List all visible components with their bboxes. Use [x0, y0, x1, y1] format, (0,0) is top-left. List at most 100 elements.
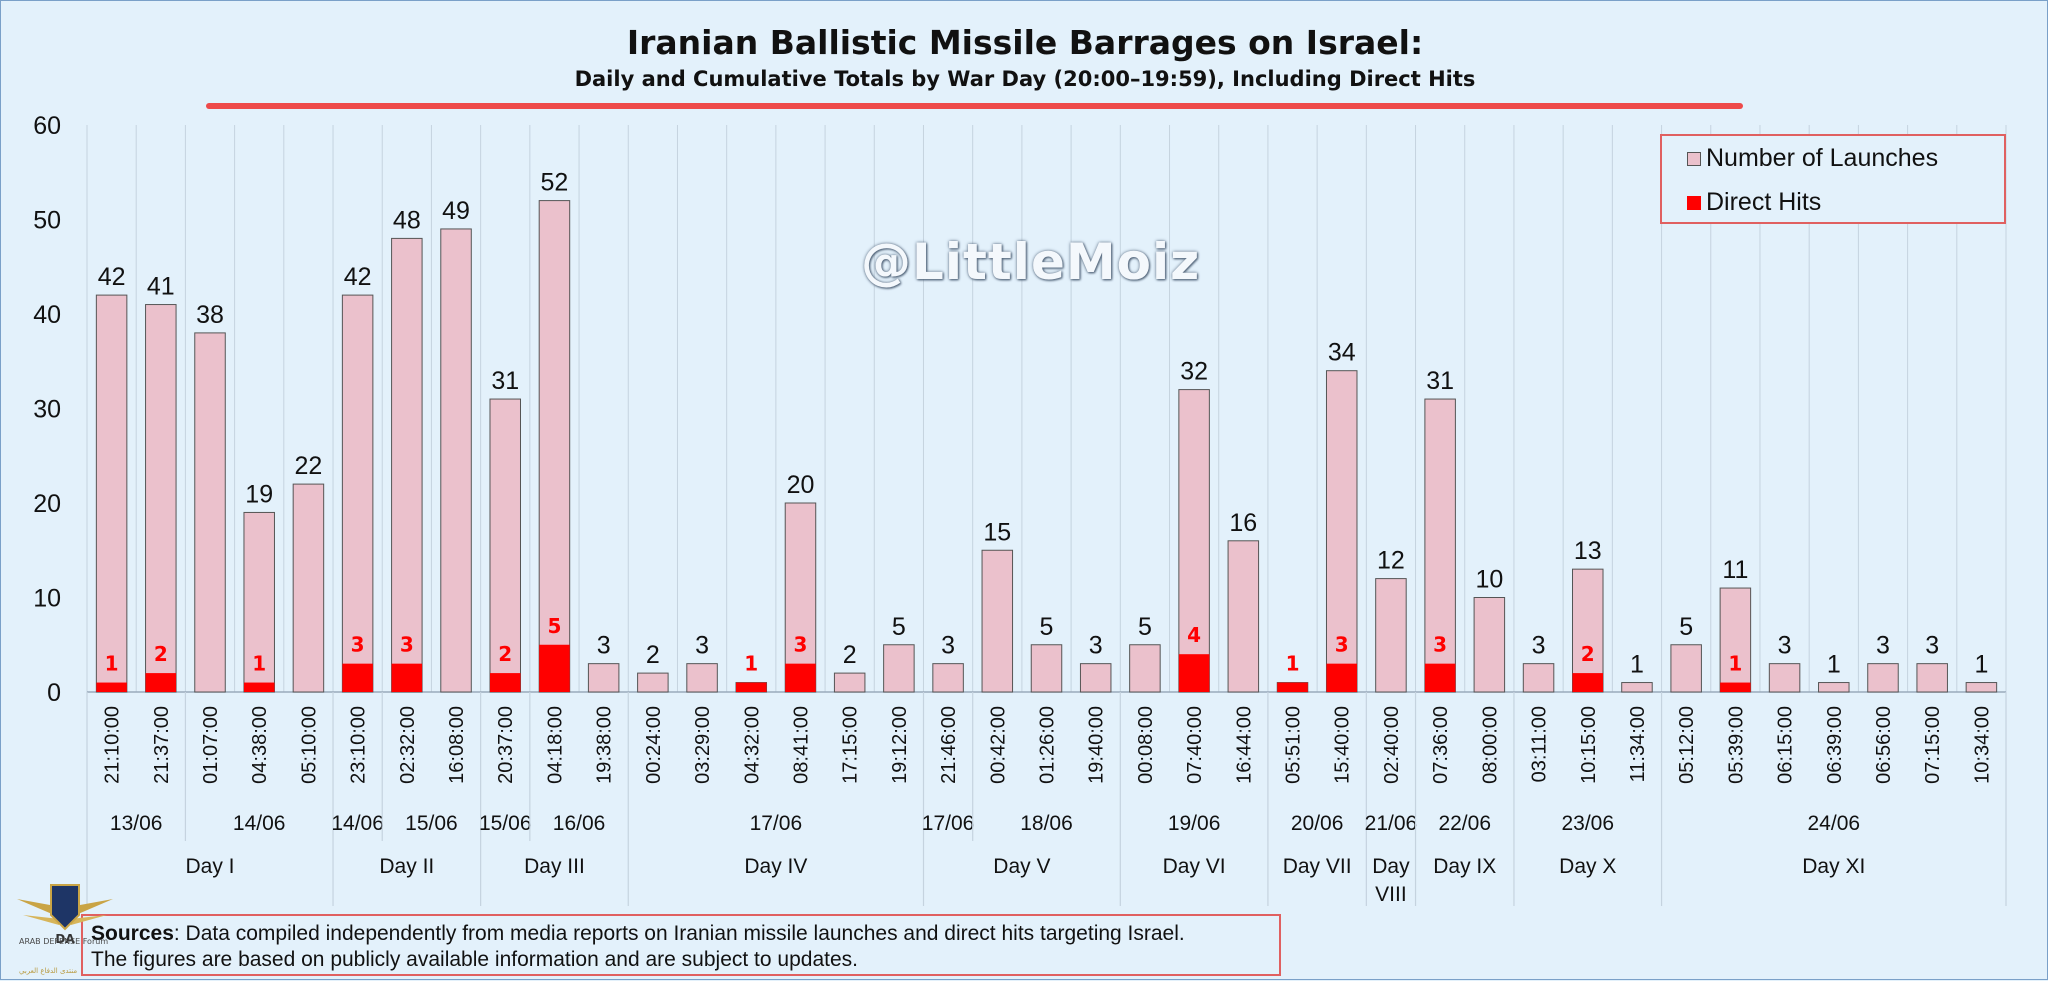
launch-value-label: 11 — [1722, 556, 1748, 584]
hit-bar — [145, 673, 177, 692]
x-tick-label: 05:51:00 — [1283, 706, 1305, 784]
date-label: 14/06 — [331, 812, 384, 835]
date-label: 22/06 — [1438, 812, 1491, 835]
logo-subtext: منتدى الدفاع العربي — [19, 967, 78, 975]
x-tick-label: 03:29:00 — [692, 706, 714, 784]
legend-item-launches: Number of Launches — [1687, 144, 1938, 173]
launch-value-label: 3 — [1876, 632, 1890, 660]
launch-value-label: 41 — [147, 273, 175, 301]
launch-bar — [489, 398, 521, 693]
x-tick-label: 17:15:00 — [840, 706, 862, 784]
launch-bar — [932, 663, 964, 693]
hit-bar — [539, 644, 570, 692]
y-tick-label: 0 — [47, 679, 61, 707]
x-tick-label: 00:24:00 — [643, 706, 665, 784]
x-tick-label: 16:08:00 — [446, 706, 468, 784]
launch-value-label: 38 — [196, 301, 224, 329]
x-tick-label: 03:11:00 — [1529, 706, 1551, 782]
launch-value-label: 10 — [1475, 566, 1503, 594]
x-tick-label: 20:37:00 — [495, 706, 517, 784]
launch-value-label: 52 — [541, 169, 569, 197]
hit-value-label: 1 — [252, 652, 266, 676]
legend-swatch-hits — [1687, 196, 1701, 210]
hit-bar — [785, 663, 816, 692]
sources-text: : Data compiled independently from media… — [173, 922, 1185, 945]
launch-value-label: 5 — [1679, 613, 1693, 641]
hit-value-label: 3 — [1433, 633, 1447, 657]
x-tick-label: 00:08:00 — [1135, 706, 1157, 784]
launch-bar — [1375, 578, 1407, 693]
hit-value-label: 1 — [744, 652, 758, 676]
launch-value-label: 5 — [1138, 613, 1152, 641]
x-tick-label: 00:42:00 — [987, 706, 1009, 784]
launch-bar — [1473, 597, 1506, 693]
day-label: Day IX — [1433, 855, 1496, 878]
date-label: 21/06 — [1365, 812, 1418, 835]
launch-bar — [1079, 663, 1112, 693]
hit-value-label: 4 — [1187, 623, 1201, 647]
launch-bar — [1867, 663, 1899, 693]
x-tick-label: 07:36:00 — [1430, 706, 1452, 784]
y-tick-label: 30 — [33, 396, 61, 424]
chart-subtitle: Daily and Cumulative Totals by War Day (… — [574, 67, 1476, 91]
hit-bar — [489, 673, 521, 692]
date-label: 15/06 — [479, 812, 532, 835]
launch-value-label: 34 — [1328, 339, 1356, 367]
launch-bar — [1424, 398, 1456, 693]
legend: Number of Launches Direct Hits — [1660, 134, 2006, 224]
x-tick-label: 21:46:00 — [938, 706, 960, 784]
launch-bar — [686, 663, 718, 693]
date-label: 18/06 — [1020, 812, 1073, 835]
date-label: 17/06 — [922, 812, 975, 835]
legend-item-hits: Direct Hits — [1687, 188, 1822, 217]
launch-value-label: 19 — [245, 480, 273, 508]
launch-bar — [1818, 682, 1850, 693]
hit-value-label: 3 — [1335, 633, 1349, 657]
x-tick-label: 11:34:00 — [1627, 706, 1649, 782]
y-tick-label: 60 — [33, 112, 61, 140]
launch-value-label: 1 — [1827, 651, 1841, 679]
hit-value-label: 1 — [1286, 652, 1300, 676]
hit-value-label: 1 — [1728, 652, 1742, 676]
launch-value-label: 3 — [1089, 632, 1103, 660]
launch-bar — [1916, 663, 1948, 693]
launch-bar — [883, 644, 915, 693]
launch-value-label: 3 — [1925, 632, 1939, 660]
hit-value-label: 3 — [400, 633, 414, 657]
date-label: 16/06 — [553, 812, 606, 835]
x-tick-label: 05:39:00 — [1725, 706, 1747, 784]
launch-value-label: 3 — [1778, 632, 1792, 660]
day-label: Day V — [993, 855, 1050, 878]
hit-bar — [736, 682, 767, 692]
launch-bar — [1129, 644, 1161, 693]
hit-bar — [1326, 663, 1357, 692]
launch-value-label: 31 — [491, 367, 519, 395]
x-tick-label: 19:12:00 — [889, 706, 911, 784]
date-label: 17/06 — [750, 812, 803, 835]
hit-value-label: 5 — [547, 614, 561, 638]
day-label: Day I — [186, 855, 235, 878]
eagle-shield-icon: DA — [17, 884, 113, 946]
launch-value-label: 3 — [695, 632, 709, 660]
launch-bar — [145, 304, 177, 693]
x-tick-label: 21:37:00 — [151, 706, 173, 784]
x-tick-label: 23:10:00 — [348, 706, 370, 784]
x-tick-label: 05:10:00 — [298, 706, 320, 784]
launch-value-label: 5 — [892, 613, 906, 641]
launch-bar — [637, 672, 669, 693]
legend-label-hits: Direct Hits — [1706, 188, 1822, 216]
hit-bar — [1720, 682, 1751, 692]
hit-bar — [243, 682, 275, 692]
date-label: 13/06 — [110, 812, 163, 835]
launch-value-label: 20 — [787, 471, 815, 499]
x-tick-label: 02:32:00 — [397, 706, 419, 784]
hit-bar — [1572, 673, 1604, 692]
day-label: Day VII — [1283, 855, 1352, 878]
date-label: 20/06 — [1291, 812, 1344, 835]
x-tick-label: 08:41:00 — [790, 706, 812, 784]
x-tick-label: 15:40:00 — [1332, 706, 1354, 784]
date-label: 15/06 — [405, 812, 458, 835]
arab-defense-logo: DA ARAB DEFENSE Forum منتدى الدفاع العرب… — [15, 877, 115, 975]
y-tick-label: 10 — [33, 585, 61, 613]
title-underline — [206, 103, 1743, 109]
